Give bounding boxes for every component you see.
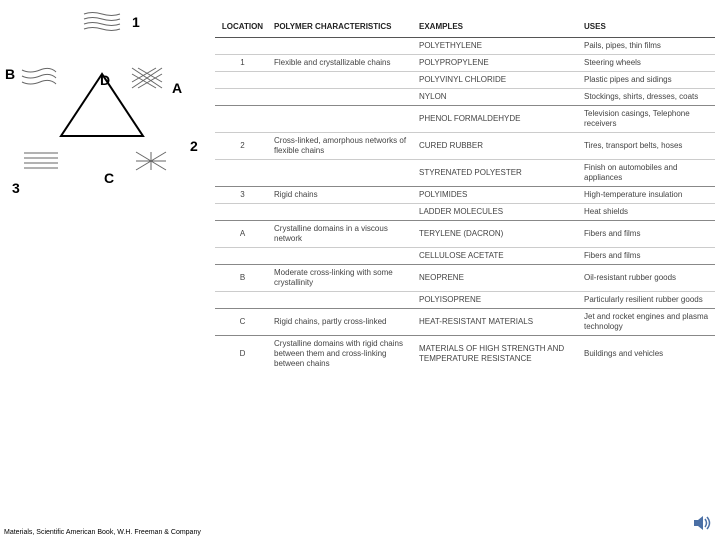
triangle-icon bbox=[55, 70, 149, 147]
cell-use: Tires, transport belts, hoses bbox=[580, 133, 715, 160]
cell-characteristics bbox=[270, 248, 415, 265]
cell-use: Steering wheels bbox=[580, 55, 715, 72]
table-row: 3Rigid chainsPOLYIMIDESHigh-temperature … bbox=[215, 187, 715, 204]
header-examples: EXAMPLES bbox=[415, 18, 580, 38]
cell-characteristics: Crystalline domains in a viscous network bbox=[270, 221, 415, 248]
cell-characteristics: Rigid chains, partly cross-linked bbox=[270, 309, 415, 336]
cell-location bbox=[215, 204, 270, 221]
cell-characteristics bbox=[270, 38, 415, 55]
cell-example: POLYIMIDES bbox=[415, 187, 580, 204]
cell-location: B bbox=[215, 265, 270, 292]
cell-location: 3 bbox=[215, 187, 270, 204]
polymer-triangle-diagram: 1 B D A 2 3 C bbox=[0, 0, 215, 200]
cell-characteristics bbox=[270, 160, 415, 187]
table-row: CRigid chains, partly cross-linkedHEAT-R… bbox=[215, 309, 715, 336]
table-row: LADDER MOLECULESHeat shields bbox=[215, 204, 715, 221]
cell-use: Fibers and films bbox=[580, 221, 715, 248]
cell-location bbox=[215, 160, 270, 187]
cell-example: NEOPRENE bbox=[415, 265, 580, 292]
cell-use: Heat shields bbox=[580, 204, 715, 221]
cell-characteristics bbox=[270, 106, 415, 133]
cell-use: Stockings, shirts, dresses, coats bbox=[580, 89, 715, 106]
table-row: PHENOL FORMALDEHYDETelevision casings, T… bbox=[215, 106, 715, 133]
cell-location bbox=[215, 292, 270, 309]
cell-example: LADDER MOLECULES bbox=[415, 204, 580, 221]
label-2: 2 bbox=[190, 138, 198, 154]
table-row: ACrystalline domains in a viscous networ… bbox=[215, 221, 715, 248]
cell-use: High-temperature insulation bbox=[580, 187, 715, 204]
cell-use: Finish on automobiles and appliances bbox=[580, 160, 715, 187]
cell-example: CURED RUBBER bbox=[415, 133, 580, 160]
scribble-2 bbox=[132, 150, 170, 172]
cell-example: POLYISOPRENE bbox=[415, 292, 580, 309]
cell-characteristics: Flexible and crystallizable chains bbox=[270, 55, 415, 72]
cell-use: Jet and rocket engines and plasma techno… bbox=[580, 309, 715, 336]
cell-location bbox=[215, 72, 270, 89]
cell-characteristics bbox=[270, 292, 415, 309]
cell-use: Television casings, Telephone receivers bbox=[580, 106, 715, 133]
cell-location: 1 bbox=[215, 55, 270, 72]
table-row: STYRENATED POLYESTERFinish on automobile… bbox=[215, 160, 715, 187]
table-header-row: LOCATION POLYMER CHARACTERISTICS EXAMPLE… bbox=[215, 18, 715, 38]
footer-citation: Materials, Scientific American Book, W.H… bbox=[4, 529, 201, 536]
cell-example: POLYPROPYLENE bbox=[415, 55, 580, 72]
cell-location: D bbox=[215, 336, 270, 373]
cell-example: NYLON bbox=[415, 89, 580, 106]
cell-characteristics: Rigid chains bbox=[270, 187, 415, 204]
scribble-1 bbox=[82, 10, 122, 34]
label-1: 1 bbox=[132, 14, 140, 30]
cell-characteristics: Crystalline domains with rigid chains be… bbox=[270, 336, 415, 373]
label-A: A bbox=[172, 80, 182, 96]
header-location: LOCATION bbox=[215, 18, 270, 38]
cell-use: Oil-resistant rubber goods bbox=[580, 265, 715, 292]
table-row: 1Flexible and crystallizable chainsPOLYP… bbox=[215, 55, 715, 72]
cell-location bbox=[215, 248, 270, 265]
cell-use: Fibers and films bbox=[580, 248, 715, 265]
label-3: 3 bbox=[12, 180, 20, 196]
cell-example: POLYETHYLENE bbox=[415, 38, 580, 55]
cell-location: 2 bbox=[215, 133, 270, 160]
cell-characteristics bbox=[270, 204, 415, 221]
cell-use: Buildings and vehicles bbox=[580, 336, 715, 373]
cell-example: STYRENATED POLYESTER bbox=[415, 160, 580, 187]
header-polymer: POLYMER CHARACTERISTICS bbox=[270, 18, 415, 38]
cell-characteristics bbox=[270, 72, 415, 89]
table-row: CELLULOSE ACETATEFibers and films bbox=[215, 248, 715, 265]
cell-example: MATERIALS OF HIGH STRENGTH AND TEMPERATU… bbox=[415, 336, 580, 373]
scribble-3 bbox=[22, 150, 60, 172]
cell-location bbox=[215, 89, 270, 106]
table-row: POLYETHYLENEPails, pipes, thin films bbox=[215, 38, 715, 55]
cell-location bbox=[215, 38, 270, 55]
cell-example: HEAT-RESISTANT MATERIALS bbox=[415, 309, 580, 336]
header-uses: USES bbox=[580, 18, 715, 38]
cell-location bbox=[215, 106, 270, 133]
cell-characteristics: Cross-linked, amorphous networks of flex… bbox=[270, 133, 415, 160]
table-row: 2Cross-linked, amorphous networks of fle… bbox=[215, 133, 715, 160]
cell-example: PHENOL FORMALDEHYDE bbox=[415, 106, 580, 133]
cell-example: POLYVINYL CHLORIDE bbox=[415, 72, 580, 89]
polymer-table: LOCATION POLYMER CHARACTERISTICS EXAMPLE… bbox=[215, 18, 715, 523]
cell-characteristics: Moderate cross-linking with some crystal… bbox=[270, 265, 415, 292]
cell-location: C bbox=[215, 309, 270, 336]
scribble-B bbox=[20, 66, 58, 88]
table-row: DCrystalline domains with rigid chains b… bbox=[215, 336, 715, 373]
cell-location: A bbox=[215, 221, 270, 248]
table-row: POLYISOPRENEParticularly resilient rubbe… bbox=[215, 292, 715, 309]
label-B: B bbox=[5, 66, 15, 82]
cell-use: Particularly resilient rubber goods bbox=[580, 292, 715, 309]
cell-use: Plastic pipes and sidings bbox=[580, 72, 715, 89]
table-row: NYLONStockings, shirts, dresses, coats bbox=[215, 89, 715, 106]
cell-use: Pails, pipes, thin films bbox=[580, 38, 715, 55]
table-row: BModerate cross-linking with some crysta… bbox=[215, 265, 715, 292]
cell-example: TERYLENE (DACRON) bbox=[415, 221, 580, 248]
cell-characteristics bbox=[270, 89, 415, 106]
sound-icon[interactable] bbox=[692, 512, 714, 534]
label-C: C bbox=[104, 170, 114, 186]
table-row: POLYVINYL CHLORIDEPlastic pipes and sidi… bbox=[215, 72, 715, 89]
cell-example: CELLULOSE ACETATE bbox=[415, 248, 580, 265]
